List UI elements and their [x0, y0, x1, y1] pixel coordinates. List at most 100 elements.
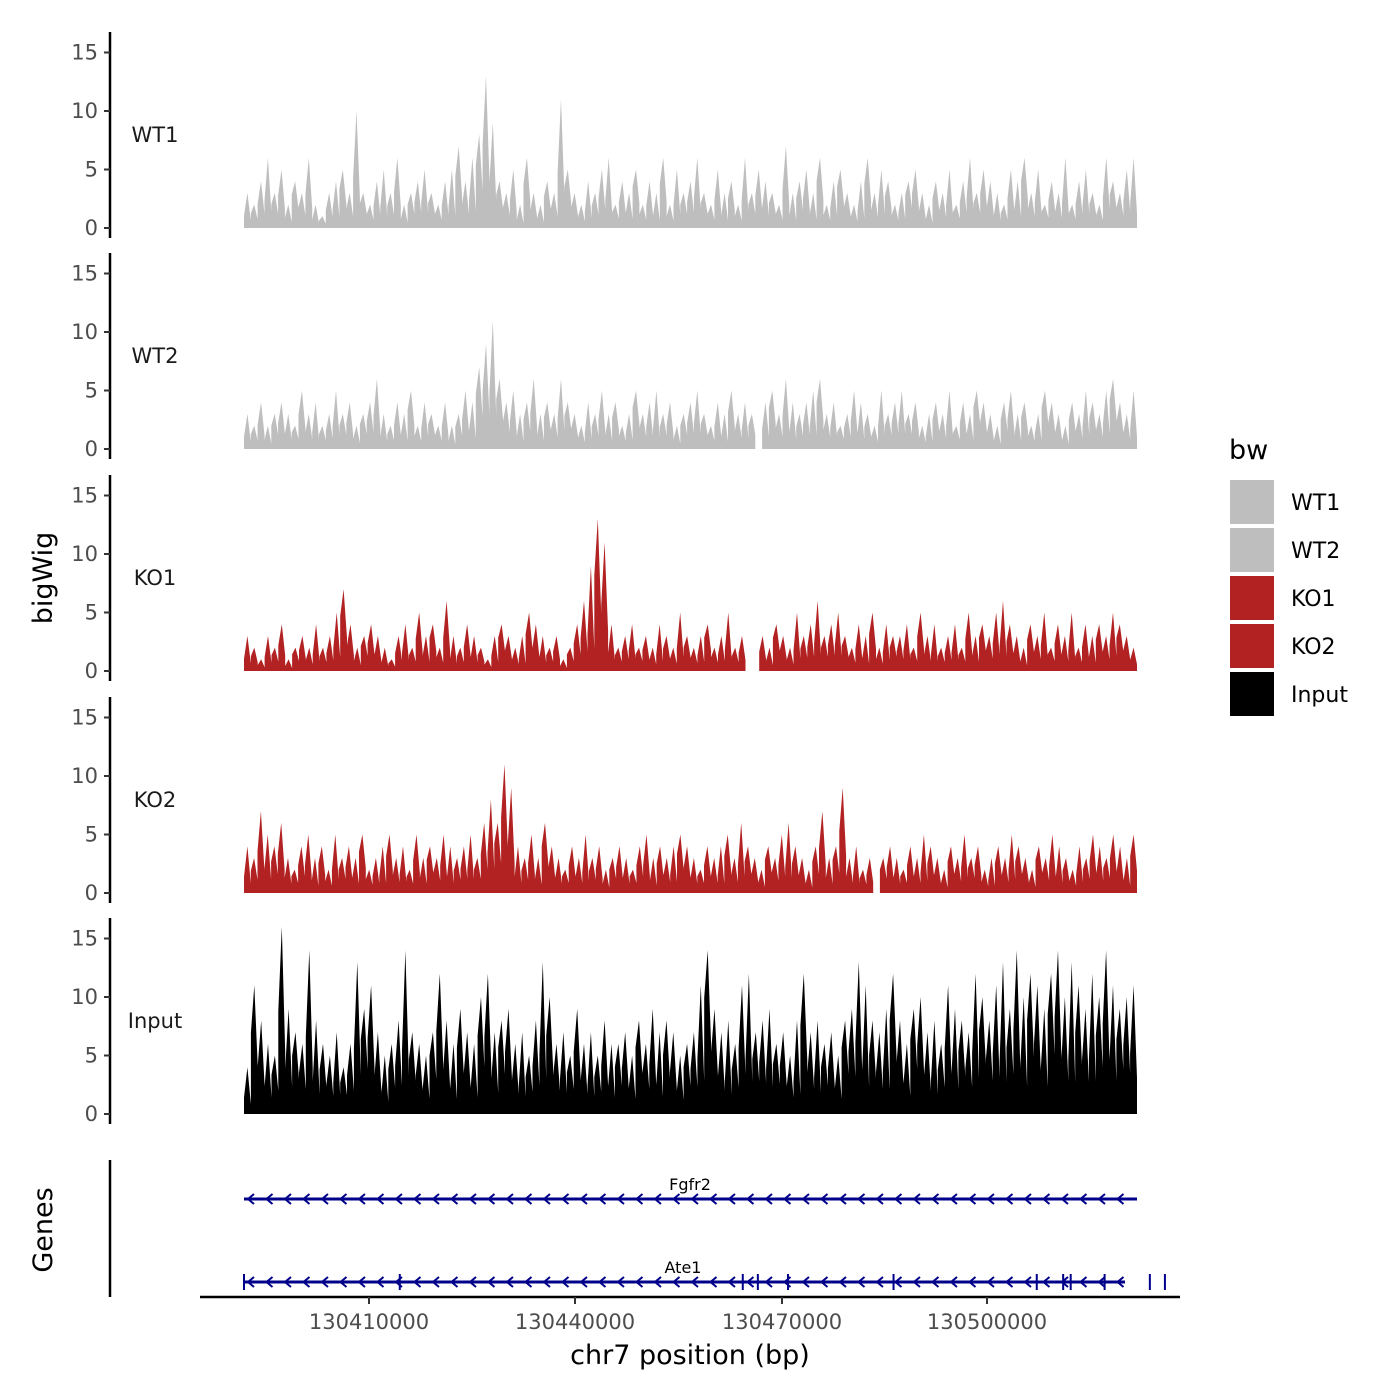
strand-arrow — [412, 1193, 422, 1205]
strand-arrow — [819, 1276, 829, 1288]
legend-swatch — [1230, 528, 1274, 572]
strand-arrow — [357, 1193, 366, 1205]
strand-arrow — [745, 1193, 755, 1205]
strand-arrow — [671, 1276, 681, 1288]
strand-arrow — [486, 1193, 496, 1205]
strand-arrow — [560, 1193, 570, 1205]
strand-arrow — [264, 1193, 274, 1205]
strand-arrow — [856, 1276, 866, 1288]
strand-arrow — [375, 1276, 385, 1288]
y-tick-label: 10 — [71, 320, 98, 344]
y-tick-label: 5 — [85, 1044, 98, 1068]
y-tick-label: 15 — [71, 706, 98, 730]
y-tick-label: 15 — [71, 262, 98, 286]
strand-arrow — [986, 1276, 995, 1288]
strand-arrow — [1023, 1276, 1032, 1288]
strand-arrow — [523, 1193, 533, 1205]
gene-fgfr2: Fgfr2 — [244, 1175, 1137, 1205]
strand-arrow — [690, 1276, 699, 1288]
legend-label: Input — [1291, 683, 1348, 708]
strand-arrow — [856, 1193, 866, 1205]
signal-tracks: 0 5 10 15 WT1 0 5 10 15 WT2 0 5 10 15 KO1 0 5 10 15 KO2 0 5 10… — [71, 32, 1137, 1126]
strand-arrow — [616, 1276, 625, 1288]
strand-arrow — [264, 1276, 274, 1288]
strand-arrow — [560, 1276, 570, 1288]
strand-arrow — [875, 1276, 884, 1288]
strand-arrow — [301, 1193, 311, 1205]
gene-ate1: Ate1 — [243, 1258, 1166, 1290]
strand-arrow — [505, 1276, 514, 1288]
legend-item-ko2: KO2 — [1230, 624, 1336, 668]
strand-arrow — [449, 1193, 459, 1205]
legend-title: bw — [1229, 435, 1268, 466]
y-tick-label: 0 — [85, 881, 98, 905]
strand-arrow — [967, 1276, 977, 1288]
strand-arrow — [708, 1193, 718, 1205]
strand-arrow — [283, 1193, 292, 1205]
strand-arrow — [1097, 1193, 1106, 1205]
strand-arrow — [912, 1193, 921, 1205]
strand-arrow — [912, 1276, 921, 1288]
strand-arrow — [1097, 1276, 1106, 1288]
strand-arrow — [486, 1276, 496, 1288]
genes-panel: Fgfr2 Ate1 — [108, 1160, 1166, 1297]
strand-arrow — [1060, 1276, 1069, 1288]
strand-arrow — [283, 1276, 292, 1288]
strand-arrow — [357, 1276, 366, 1288]
strand-arrow — [764, 1193, 773, 1205]
x-tick-label: 130470000 — [722, 1310, 842, 1334]
strand-arrow — [949, 1193, 958, 1205]
y-tick-label: 0 — [85, 216, 98, 240]
x-axis-title: chr7 position (bp) — [570, 1340, 810, 1371]
y-tick-label: 5 — [85, 379, 98, 403]
track-input: 0 5 10 15 Input — [71, 918, 1137, 1126]
y-tick-label: 0 — [85, 659, 98, 683]
strand-arrow — [671, 1193, 681, 1205]
strand-arrow — [1115, 1276, 1125, 1288]
legend-item-ko1: KO1 — [1230, 576, 1336, 620]
strand-arrow — [597, 1276, 607, 1288]
strand-arrow — [1060, 1193, 1069, 1205]
track-label: KO1 — [134, 566, 177, 590]
signal-area-wt1 — [244, 75, 1137, 229]
strand-arrow — [505, 1193, 514, 1205]
y-tick-label: 10 — [71, 985, 98, 1009]
strand-arrow — [1023, 1193, 1032, 1205]
legend-item-wt2: WT2 — [1230, 528, 1340, 572]
strand-arrow — [1041, 1193, 1051, 1205]
strand-arrow — [246, 1276, 255, 1288]
strand-arrow — [930, 1193, 940, 1205]
strand-arrow — [838, 1276, 847, 1288]
strand-arrow — [394, 1193, 403, 1205]
strand-arrow — [875, 1193, 884, 1205]
legend-label: KO2 — [1291, 635, 1336, 660]
track-ko1: 0 5 10 15 KO1 — [71, 475, 1137, 683]
gene-name-label: Fgfr2 — [669, 1175, 711, 1194]
strand-arrow — [634, 1276, 644, 1288]
track-label: WT1 — [132, 123, 179, 147]
track-ko2: 0 5 10 15 KO2 — [71, 697, 1137, 905]
strand-arrow — [320, 1276, 329, 1288]
y-tick-label: 5 — [85, 823, 98, 847]
legend-swatch — [1230, 576, 1274, 620]
y-tick-label: 0 — [85, 437, 98, 461]
legend-item-input: Input — [1230, 672, 1348, 716]
strand-arrow — [246, 1193, 255, 1205]
legend-swatch — [1230, 672, 1274, 716]
strand-arrow — [431, 1193, 440, 1205]
strand-arrow — [634, 1193, 644, 1205]
y-tick-label: 10 — [71, 542, 98, 566]
gene-name-label: Ate1 — [665, 1258, 702, 1277]
strand-arrow — [893, 1276, 903, 1288]
y-tick-label: 10 — [71, 99, 98, 123]
y-axis-title: bigWig — [28, 532, 59, 625]
strand-arrow — [338, 1193, 348, 1205]
strand-arrow — [727, 1276, 736, 1288]
x-tick-label: 130500000 — [927, 1310, 1047, 1334]
legend-label: KO1 — [1291, 587, 1336, 612]
strand-arrow — [579, 1193, 588, 1205]
y-tick-label: 0 — [85, 1102, 98, 1126]
track-label: WT2 — [132, 344, 179, 368]
strand-arrow — [819, 1193, 829, 1205]
